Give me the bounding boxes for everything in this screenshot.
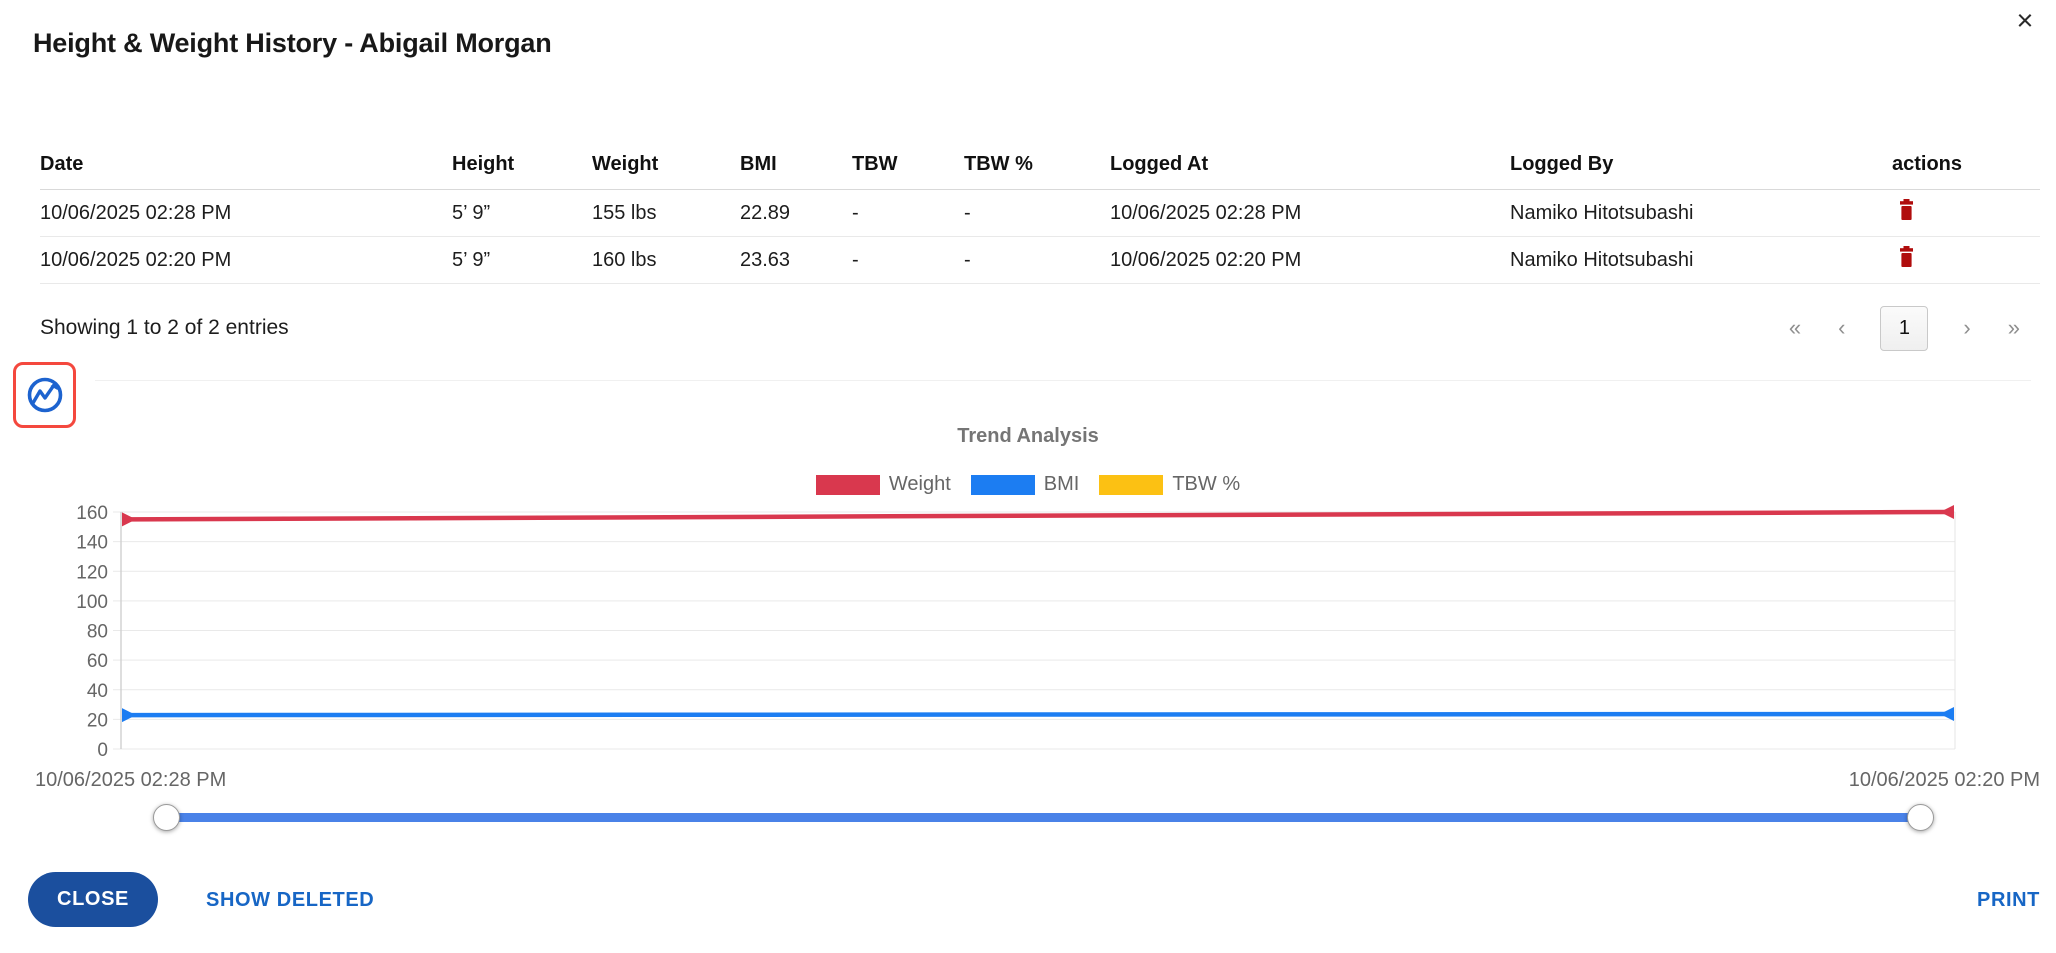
y-tick-label: 120: [76, 562, 108, 583]
chart-legend: Weight BMI TBW %: [0, 473, 2056, 496]
prev-page-button[interactable]: ‹: [1838, 315, 1846, 340]
cell-height: 5’ 9”: [452, 236, 592, 284]
y-tick-label: 140: [76, 533, 108, 554]
trash-icon: [1900, 199, 1913, 220]
col-header-date: Date: [40, 139, 452, 190]
last-page-button[interactable]: »: [2007, 315, 2020, 340]
section-divider: [95, 380, 2031, 381]
cell-height: 5’ 9”: [452, 189, 592, 237]
cell-date: 10/06/2025 02:28 PM: [40, 189, 452, 237]
pagination: « ‹ 1 › »: [1787, 305, 2022, 351]
entries-summary: Showing 1 to 2 of 2 entries: [40, 316, 289, 339]
close-button[interactable]: CLOSE: [28, 872, 158, 927]
close-icon[interactable]: ×: [2004, 0, 2046, 42]
trend-chart-icon: [27, 377, 62, 413]
cell-tbw: -: [852, 236, 964, 284]
show-deleted-button[interactable]: SHOW DELETED: [206, 889, 375, 911]
series-line-Weight: [127, 509, 1949, 522]
cell-logged-by: Namiko Hitotsubashi: [1510, 189, 1892, 237]
current-page-button[interactable]: 1: [1880, 305, 1929, 351]
point-marker: [1940, 706, 1954, 721]
x-tick-label: 10/06/2025 02:20 PM: [1849, 769, 2040, 791]
print-button[interactable]: PRINT: [1977, 889, 2040, 911]
trend-chart-toggle-button[interactable]: [13, 362, 76, 428]
cell-tbw: -: [852, 189, 964, 237]
legend-swatch: [815, 474, 880, 495]
page-title: Height & Weight History - Abigail Morgan: [33, 28, 552, 59]
delete-entry-button[interactable]: [1898, 199, 1915, 224]
y-tick-label: 160: [76, 503, 108, 524]
cell-tbw-pct: -: [964, 236, 1110, 284]
col-header-height: Height: [452, 139, 592, 190]
table-footer: Showing 1 to 2 of 2 entries « ‹ 1 › »: [40, 303, 2022, 353]
cell-actions: [1892, 236, 2040, 284]
cell-bmi: 23.63: [740, 236, 852, 284]
col-header-weight: Weight: [592, 139, 740, 190]
col-header-tbw-pct: TBW %: [964, 139, 1110, 190]
history-table: Date Height Weight BMI TBW TBW % Logged …: [40, 139, 2040, 284]
cell-logged-by: Namiko Hitotsubashi: [1510, 236, 1892, 284]
cell-date: 10/06/2025 02:20 PM: [40, 236, 452, 284]
table-row: 10/06/2025 02:20 PM 5’ 9” 160 lbs 23.63 …: [40, 236, 2040, 284]
cell-tbw-pct: -: [964, 189, 1110, 237]
table-row: 10/06/2025 02:28 PM 5’ 9” 155 lbs 22.89 …: [40, 189, 2040, 237]
slider-track[interactable]: [167, 813, 1921, 822]
y-tick-label: 60: [87, 651, 108, 672]
cell-weight: 155 lbs: [592, 189, 740, 237]
y-tick-label: 0: [97, 740, 108, 761]
legend-label: TBW %: [1172, 473, 1241, 495]
x-tick-label: 10/06/2025 02:28 PM: [35, 769, 226, 791]
col-header-logged-at: Logged At: [1110, 139, 1510, 190]
legend-swatch: [970, 474, 1035, 495]
table-header-row: Date Height Weight BMI TBW TBW % Logged …: [40, 139, 2040, 190]
col-header-bmi: BMI: [740, 139, 852, 190]
slider-handle-start[interactable]: [153, 804, 180, 831]
legend-item-Weight[interactable]: Weight: [815, 473, 951, 496]
trend-chart: 0 20 40 60 80 100 120 140 160 10/06/2025 02:28 PM…: [0, 500, 2056, 800]
y-tick-label: 20: [87, 710, 108, 731]
point-marker: [122, 708, 136, 723]
date-range-slider: [0, 796, 2056, 840]
first-page-button[interactable]: «: [1788, 315, 1802, 340]
legend-label: Weight: [888, 473, 951, 495]
cell-logged-at: 10/06/2025 02:20 PM: [1110, 236, 1510, 284]
y-tick-label: 100: [76, 592, 108, 613]
legend-swatch: [1099, 474, 1164, 495]
next-page-button[interactable]: ›: [1963, 315, 1971, 340]
col-header-logged-by: Logged By: [1510, 139, 1892, 190]
slider-handle-end[interactable]: [1907, 804, 1934, 831]
y-tick-label: 80: [87, 622, 108, 643]
cell-logged-at: 10/06/2025 02:28 PM: [1110, 189, 1510, 237]
cell-bmi: 22.89: [740, 189, 852, 237]
chart-title: Trend Analysis: [957, 425, 1099, 447]
legend-label: BMI: [1043, 473, 1080, 495]
col-header-actions: actions: [1892, 139, 2040, 190]
delete-entry-button[interactable]: [1898, 246, 1915, 271]
col-header-tbw: TBW: [852, 139, 964, 190]
trend-chart-svg: 0 20 40 60 80 100 120 140 160 10/06/2025 02:28 PM…: [35, 503, 2040, 791]
trash-icon: [1900, 246, 1913, 267]
legend-item-TBW %[interactable]: TBW %: [1099, 473, 1240, 496]
point-marker: [1940, 505, 1954, 519]
legend-item-BMI[interactable]: BMI: [970, 473, 1080, 496]
series-line-BMI: [127, 711, 1949, 718]
point-marker: [122, 512, 136, 527]
y-tick-label: 40: [87, 681, 108, 702]
cell-actions: [1892, 189, 2040, 237]
cell-weight: 160 lbs: [592, 236, 740, 284]
